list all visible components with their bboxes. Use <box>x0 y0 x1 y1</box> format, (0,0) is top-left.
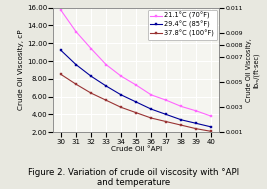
21.1°C (70°F) <box>195 110 198 112</box>
29.4°C (85°F) <box>150 108 153 110</box>
Y-axis label: Crude Oil Viscosity, cP: Crude Oil Viscosity, cP <box>18 30 24 110</box>
37.8°C (100°F) <box>59 73 62 76</box>
29.4°C (85°F) <box>104 85 108 87</box>
21.1°C (70°F) <box>150 94 153 96</box>
Legend: 21.1°C (70°F), 29.4°C (85°F), 37.8°C (100°F): 21.1°C (70°F), 29.4°C (85°F), 37.8°C (10… <box>148 10 217 40</box>
29.4°C (85°F) <box>135 101 138 103</box>
Line: 21.1°C (70°F): 21.1°C (70°F) <box>60 9 213 118</box>
21.1°C (70°F) <box>74 30 78 33</box>
21.1°C (70°F) <box>104 64 108 66</box>
37.8°C (100°F) <box>89 92 93 94</box>
37.8°C (100°F) <box>195 128 198 130</box>
21.1°C (70°F) <box>180 105 183 108</box>
21.1°C (70°F) <box>89 47 93 50</box>
29.4°C (85°F) <box>195 122 198 125</box>
37.8°C (100°F) <box>180 124 183 126</box>
21.1°C (70°F) <box>59 9 62 11</box>
37.8°C (100°F) <box>74 83 78 85</box>
29.4°C (85°F) <box>59 49 62 51</box>
X-axis label: Crude Oil °API: Crude Oil °API <box>111 146 162 152</box>
37.8°C (100°F) <box>150 117 153 119</box>
21.1°C (70°F) <box>120 75 123 77</box>
37.8°C (100°F) <box>120 106 123 108</box>
Line: 29.4°C (85°F): 29.4°C (85°F) <box>60 49 213 128</box>
29.4°C (85°F) <box>120 94 123 96</box>
Text: Figure 2. Variation of crude oil viscosity with °API
and temperature: Figure 2. Variation of crude oil viscosi… <box>28 168 239 187</box>
21.1°C (70°F) <box>135 84 138 86</box>
Line: 37.8°C (100°F): 37.8°C (100°F) <box>60 73 213 133</box>
37.8°C (100°F) <box>104 99 108 101</box>
37.8°C (100°F) <box>210 130 213 132</box>
21.1°C (70°F) <box>210 115 213 117</box>
29.4°C (85°F) <box>74 64 78 66</box>
37.8°C (100°F) <box>135 112 138 114</box>
37.8°C (100°F) <box>165 120 168 123</box>
Y-axis label: Crude Oil Viscosity,
lbₘ/(ft·sec): Crude Oil Viscosity, lbₘ/(ft·sec) <box>246 38 259 102</box>
29.4°C (85°F) <box>210 126 213 128</box>
29.4°C (85°F) <box>89 75 93 77</box>
29.4°C (85°F) <box>165 113 168 116</box>
21.1°C (70°F) <box>165 99 168 101</box>
29.4°C (85°F) <box>180 119 183 121</box>
